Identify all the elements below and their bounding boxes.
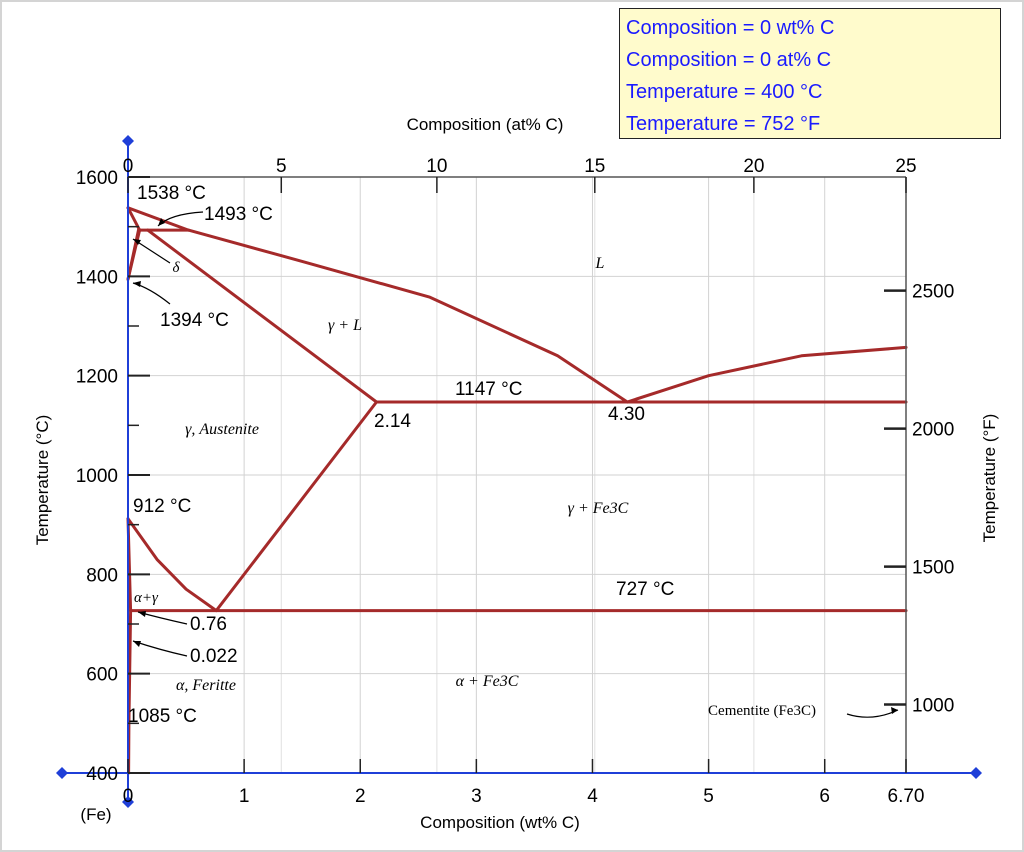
annotation-1538: 1538 °C [137,183,206,204]
annotation-727: 727 °C [616,579,674,600]
arrow-heads [133,218,898,714]
annotation-1493: 1493 °C [204,204,273,225]
arrowhead-1394 [133,281,141,287]
phase-boundary-6 [186,228,629,404]
phase-label-ferrite: α, Feritte [176,677,236,694]
cursor-handle-3 [970,767,982,779]
phase-boundaries [126,206,908,775]
cursor-handle-0 [122,135,134,147]
x-tick-label-4: 4 [587,786,598,807]
annotation-2-14: 2.14 [374,411,411,432]
y-axis-title: Temperature (°C) [33,415,52,546]
cursor-readout-box: Composition = 0 wt% C Composition = 0 at… [619,8,1001,139]
x-tick-label-5: 5 [703,786,714,807]
annotation-1147: 1147 °C [455,379,522,400]
x-tick-label-0: 0 [123,786,134,807]
y-tick-label-2: 800 [86,565,118,586]
cursor-handle-1 [122,796,134,808]
x-tick-label-1: 1 [239,786,250,807]
annotation-0-76: 0.76 [190,614,227,635]
phase-boundary-9 [214,400,378,613]
x2-tick-label-0: 0 [123,156,134,177]
x2-axis-title: Composition (at% C) [407,115,564,134]
y2-tick-label-2: 2000 [912,420,954,441]
grid [128,177,906,773]
axes [56,135,982,808]
phase-label-delta: δ [173,260,181,276]
x2-tick-label-4: 20 [743,156,764,177]
readout-composition-at: Composition = 0 at% C [626,49,832,71]
phase-label-gamma-liquid: γ + L [328,317,362,334]
phase-boundary-10 [126,517,218,613]
x-tick-label-2: 2 [355,786,366,807]
y-tick-label-0: 400 [86,764,118,785]
x-axis-title: Composition (wt% C) [420,813,580,832]
annotation-1085: 1085 °C [128,706,197,727]
readout-temperature-c: Temperature = 400 °C [626,81,823,103]
y2-tick-label-3: 2500 [912,282,954,303]
arrowhead-0-76 [138,611,146,617]
x2-tick-label-2: 10 [426,156,447,177]
phase-boundary-3 [126,228,140,281]
x2-tick-label-1: 5 [276,156,287,177]
phase-label-austenite: γ, Austenite [185,421,259,438]
phase-label-gamma-cementite: γ + Fe3C [568,500,629,517]
arrowhead-0-022 [133,641,141,647]
y-tick-label-4: 1200 [76,367,118,388]
phase-label-cementite: Cementite (Fe3C) [708,703,816,719]
annotation-4-30: 4.30 [608,404,645,425]
x-tick-label-6: 6 [819,786,830,807]
y-tick-label-6: 1600 [76,168,118,189]
y-tick-label-1: 600 [86,665,118,686]
arrow-0-022 [132,640,188,657]
phase-boundary-0 [126,206,190,232]
x2-tick-label-3: 15 [584,156,605,177]
arrowhead-cementite [891,707,898,714]
y-tick-label-3: 1000 [76,466,118,487]
y2-tick-label-0: 1000 [912,696,954,717]
phase-label-alpha-gamma: α+γ [134,590,159,606]
annotation-1394: 1394 °C [160,310,229,331]
readout-temperature-f: Temperature = 752 °F [626,113,821,135]
arrow-cementite [846,709,899,718]
x-tick-label-7: 6.70 [888,786,925,807]
annotation-0-022: 0.022 [190,646,238,667]
y2-tick-label-1: 1500 [912,558,954,579]
phase-boundary-5 [146,228,378,404]
arrow-1493 [157,211,204,227]
arrowhead-1493 [158,218,165,226]
annotation-arrows [132,211,899,718]
annotation-912: 912 °C [133,496,191,517]
readout-composition-wt: Composition = 0 wt% C [626,17,835,39]
phase-boundary-7 [625,345,908,404]
x-origin-label: (Fe) [80,805,111,824]
arrowhead-delta [133,239,141,245]
y-tick-label-5: 1400 [76,267,118,288]
cursor-handle-2 [56,767,68,779]
phase-label-liquid: L [595,255,605,272]
y2-axis-title: Temperature (°F) [980,414,999,543]
x-tick-label-3: 3 [471,786,482,807]
x2-tick-label-5: 25 [895,156,916,177]
phase-label-alpha-cementite: α + Fe3C [456,673,519,690]
